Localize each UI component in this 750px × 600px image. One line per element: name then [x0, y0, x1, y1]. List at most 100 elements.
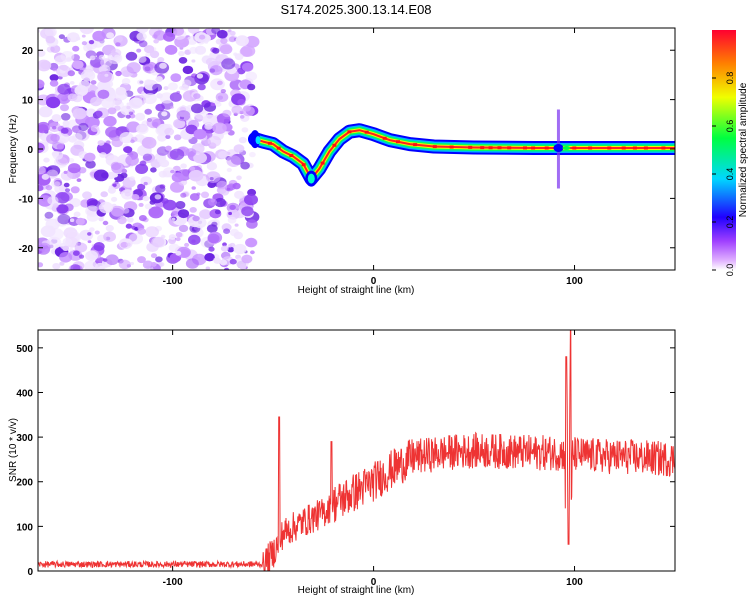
noise-blob — [173, 134, 182, 141]
noise-blob — [145, 52, 151, 57]
colorbar-tick-label: 0.0 — [725, 264, 735, 277]
noise-blob — [143, 63, 154, 72]
noise-blob — [97, 89, 110, 100]
noise-blob — [136, 48, 142, 53]
noise-blob — [175, 232, 183, 238]
noise-blob — [216, 180, 228, 190]
noise-blob — [137, 55, 147, 63]
noise-blob — [56, 204, 69, 214]
noise-blob — [58, 34, 65, 40]
noise-blob — [207, 135, 222, 147]
noise-blob — [38, 79, 45, 89]
noise-blob — [81, 41, 87, 46]
snr-x-tick-label: -100 — [163, 577, 183, 588]
noise-blob — [38, 142, 45, 154]
heatmap-y-tick-label: 0 — [27, 145, 33, 156]
noise-blob — [59, 261, 65, 266]
noise-blob — [156, 93, 163, 99]
noise-blob — [71, 93, 83, 103]
noise-blob — [170, 105, 174, 109]
noise-blob — [169, 148, 185, 161]
noise-blob — [197, 83, 206, 91]
noise-blob — [137, 256, 146, 264]
spike-core-hot — [562, 146, 571, 151]
noise-blob — [72, 60, 84, 70]
noise-blob — [196, 73, 204, 79]
noise-blob — [207, 198, 217, 206]
noise-blob — [38, 166, 46, 175]
noise-blob — [234, 190, 245, 199]
noise-blob — [72, 108, 87, 120]
noise-blob — [189, 207, 197, 213]
noise-blob — [137, 183, 146, 191]
snr-frame — [37, 329, 676, 572]
heatmap-x-ticks: -100 0 100 — [163, 28, 583, 287]
noise-blob — [241, 127, 249, 133]
noise-blob — [226, 155, 241, 167]
ridge-peak — [507, 146, 512, 150]
noise-blob — [144, 45, 155, 54]
noise-blob — [89, 227, 95, 232]
noise-blob — [44, 28, 57, 37]
ridge-peak — [488, 146, 493, 150]
noise-blob — [102, 220, 109, 226]
noise-blob — [227, 244, 233, 248]
noise-blob — [129, 176, 135, 181]
noise-blob — [215, 101, 222, 107]
noise-blob — [213, 257, 221, 263]
noise-blob — [226, 167, 232, 173]
noise-blob — [130, 139, 135, 144]
noise-blob — [67, 163, 81, 174]
noise-blob — [100, 96, 116, 109]
snr-y-tick-label: 100 — [16, 522, 33, 533]
snr-y-axis-label: SNR (10 * v/v) — [8, 418, 19, 482]
noise-blob — [227, 216, 237, 224]
noise-blob — [169, 92, 182, 102]
noise-blob — [57, 214, 71, 225]
noise-blob — [241, 206, 254, 217]
heatmap-x-tick-label: -100 — [163, 276, 183, 287]
noise-blob — [221, 58, 236, 70]
spike-core — [553, 144, 564, 153]
noise-blob — [140, 176, 152, 186]
noise-blob — [82, 191, 92, 200]
noise-blob — [157, 133, 167, 142]
noise-blob — [191, 103, 204, 114]
noise-blob — [173, 118, 186, 129]
noise-blob — [205, 57, 217, 67]
ridge-peak — [396, 140, 400, 144]
noise-blob — [125, 51, 138, 61]
noise-blob — [62, 120, 70, 127]
colorbar-tick-label: 0.2 — [725, 216, 735, 229]
noise-blob — [214, 209, 221, 215]
noise-blob — [205, 171, 221, 184]
ridge-peak — [661, 146, 666, 150]
noise-blob — [85, 205, 100, 217]
snr-x-ticks: -100 0 100 — [163, 330, 583, 588]
noise-blob — [241, 254, 253, 264]
ridge-peak — [432, 145, 437, 149]
noise-blob — [238, 136, 247, 144]
noise-blob — [90, 80, 97, 85]
noise-blob — [57, 83, 71, 95]
noise-blob — [243, 105, 251, 112]
noise-blob — [228, 36, 237, 43]
noise-blob — [142, 195, 150, 202]
noise-blob — [78, 122, 89, 132]
ridge-peak — [468, 145, 473, 149]
noise-blob — [228, 211, 233, 216]
noise-blob — [61, 127, 69, 134]
noise-blob — [97, 140, 105, 146]
noise-blob — [210, 78, 225, 91]
noise-blob — [135, 112, 146, 121]
noise-blob — [239, 115, 245, 119]
colorbar-ticks: 0.0 0.2 0.4 0.6 0.8 — [712, 72, 735, 277]
noise-blob — [125, 154, 139, 166]
ridge-peak — [607, 146, 612, 150]
ridge-peak — [621, 146, 626, 150]
noise-blob — [69, 67, 74, 72]
noise-blob — [60, 113, 71, 121]
noise-blob — [176, 246, 191, 258]
noise-blob — [104, 73, 109, 77]
